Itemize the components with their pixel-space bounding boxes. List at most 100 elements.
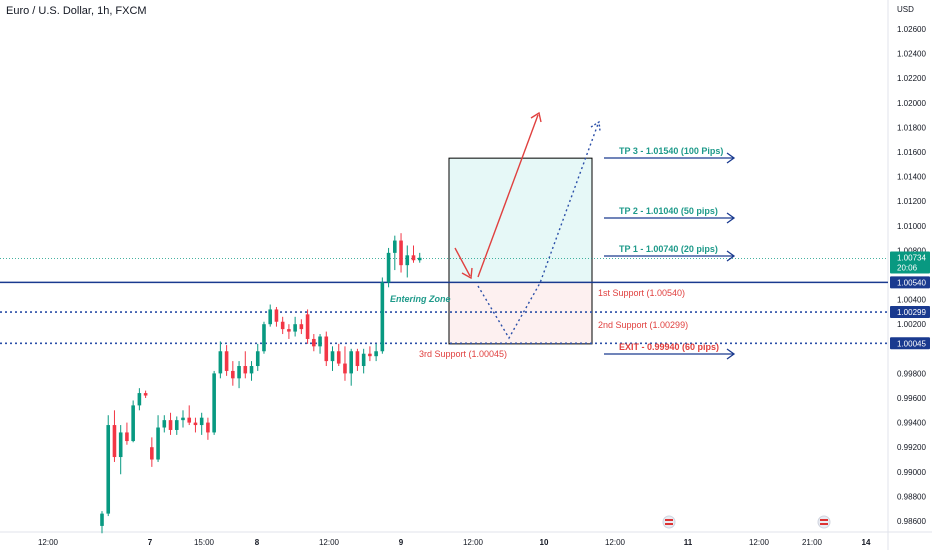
arrow-right-icon (726, 212, 736, 224)
candle-body (187, 417, 192, 423)
alternative-projection-line (477, 123, 599, 340)
symbol-title: Euro / U.S. Dollar, 1h, FXCM (6, 5, 147, 17)
level-price-label: 1.00045 (897, 339, 926, 348)
y-tick-label: 0.98800 (897, 492, 926, 501)
entry-arrow-line (454, 247, 471, 277)
y-tick-label: 1.02400 (897, 50, 926, 59)
candle-body (411, 255, 416, 261)
exit-label: EXIT - 0.99940 (60 pips) (619, 342, 719, 352)
risk-zone-box (449, 282, 592, 344)
arrow-head-icon (590, 120, 601, 132)
candle-body (206, 422, 210, 433)
currency-label: USD (897, 5, 914, 14)
candle-body (312, 338, 316, 347)
support-1-label: 1st Support (1.00540) (598, 288, 685, 298)
candle-body (405, 255, 410, 266)
bullish-projection-line (477, 114, 539, 278)
y-tick-label: 1.01000 (897, 222, 926, 231)
candle-body (262, 324, 266, 352)
candle-body (355, 351, 360, 367)
x-tick-label: 14 (862, 538, 871, 547)
x-tick-label: 9 (399, 538, 404, 547)
arrow-head-icon (461, 267, 473, 280)
candle-body (125, 432, 129, 442)
candle-body (374, 351, 378, 357)
y-tick-label: 1.01400 (897, 173, 926, 182)
y-tick-label: 1.02600 (897, 25, 926, 34)
arrow-right-icon (726, 348, 736, 360)
y-tick-label: 0.99200 (897, 443, 926, 452)
x-tick-label: 10 (540, 538, 549, 547)
candle-body (137, 393, 142, 406)
level-price-label: 1.00540 (897, 278, 926, 287)
y-tick-label: 1.02200 (897, 74, 926, 83)
current-price-tag (890, 251, 930, 274)
flag-stripe (665, 519, 673, 521)
x-tick-label: 12:00 (605, 538, 626, 547)
support-2-label: 2nd Support (1.00299) (598, 320, 688, 330)
us-event-flag-icon[interactable] (662, 515, 676, 529)
candle-body (399, 240, 403, 266)
candle-body (143, 393, 148, 396)
candle-body (343, 363, 347, 374)
candle-body (305, 314, 310, 339)
y-tick-label: 0.98600 (897, 517, 926, 526)
candle-body (237, 366, 241, 379)
y-tick-label: 1.01200 (897, 197, 926, 206)
candle-body (318, 336, 322, 347)
candle-body (199, 417, 204, 426)
x-tick-label: 8 (255, 538, 260, 547)
candle-body (224, 351, 229, 371)
y-tick-label: 0.99400 (897, 419, 926, 428)
flag-stripe (665, 523, 673, 525)
candle-body (330, 351, 335, 362)
level-price-tag (890, 276, 930, 289)
candle-body (417, 257, 422, 261)
candle-body (255, 351, 260, 367)
candle-body (118, 432, 123, 458)
candle-body (100, 513, 104, 526)
candle-body (380, 282, 385, 352)
candle-body (274, 309, 279, 322)
candle-body (393, 240, 397, 253)
flag-stripe (820, 519, 828, 521)
level-price-label: 1.00299 (897, 308, 926, 317)
x-tick-label: 15:00 (194, 538, 215, 547)
y-tick-label: 1.01600 (897, 148, 926, 157)
x-tick-label: 11 (684, 538, 693, 547)
current-price-value: 1.00734 (897, 254, 926, 263)
level-price-tag (890, 337, 930, 350)
flag-stripe (820, 523, 828, 525)
candle-body (156, 427, 160, 460)
candle-body (168, 420, 173, 430)
arrow-right-icon (726, 250, 736, 262)
candle-body (324, 336, 329, 362)
level-price-tag (890, 306, 930, 319)
x-tick-label: 12:00 (319, 538, 340, 547)
arrow-head-icon (530, 111, 542, 123)
x-tick-label: 21:00 (802, 538, 823, 547)
y-tick-label: 1.01800 (897, 123, 926, 132)
candle-body (293, 324, 297, 332)
entering-zone-label: Entering Zone (390, 294, 451, 304)
candle-body (249, 366, 254, 374)
candle-body (112, 425, 117, 458)
candle-body (368, 353, 372, 357)
candle-body (150, 447, 154, 460)
candle-body (131, 405, 135, 442)
y-tick-label: 1.00800 (897, 246, 926, 255)
candle-body (336, 351, 341, 364)
x-tick-label: 12:00 (38, 538, 59, 547)
y-tick-label: 1.00200 (897, 320, 926, 329)
y-tick-label: 0.99000 (897, 468, 926, 477)
us-event-flag-icon[interactable] (817, 515, 831, 529)
candle-body (361, 353, 366, 367)
candle-body (243, 366, 248, 374)
support-3-label: 3rd Support (1.00045) (419, 349, 507, 359)
candle-body (162, 420, 167, 428)
candle-body (280, 321, 285, 330)
arrow-right-icon (726, 152, 736, 164)
candle-body (106, 425, 111, 514)
